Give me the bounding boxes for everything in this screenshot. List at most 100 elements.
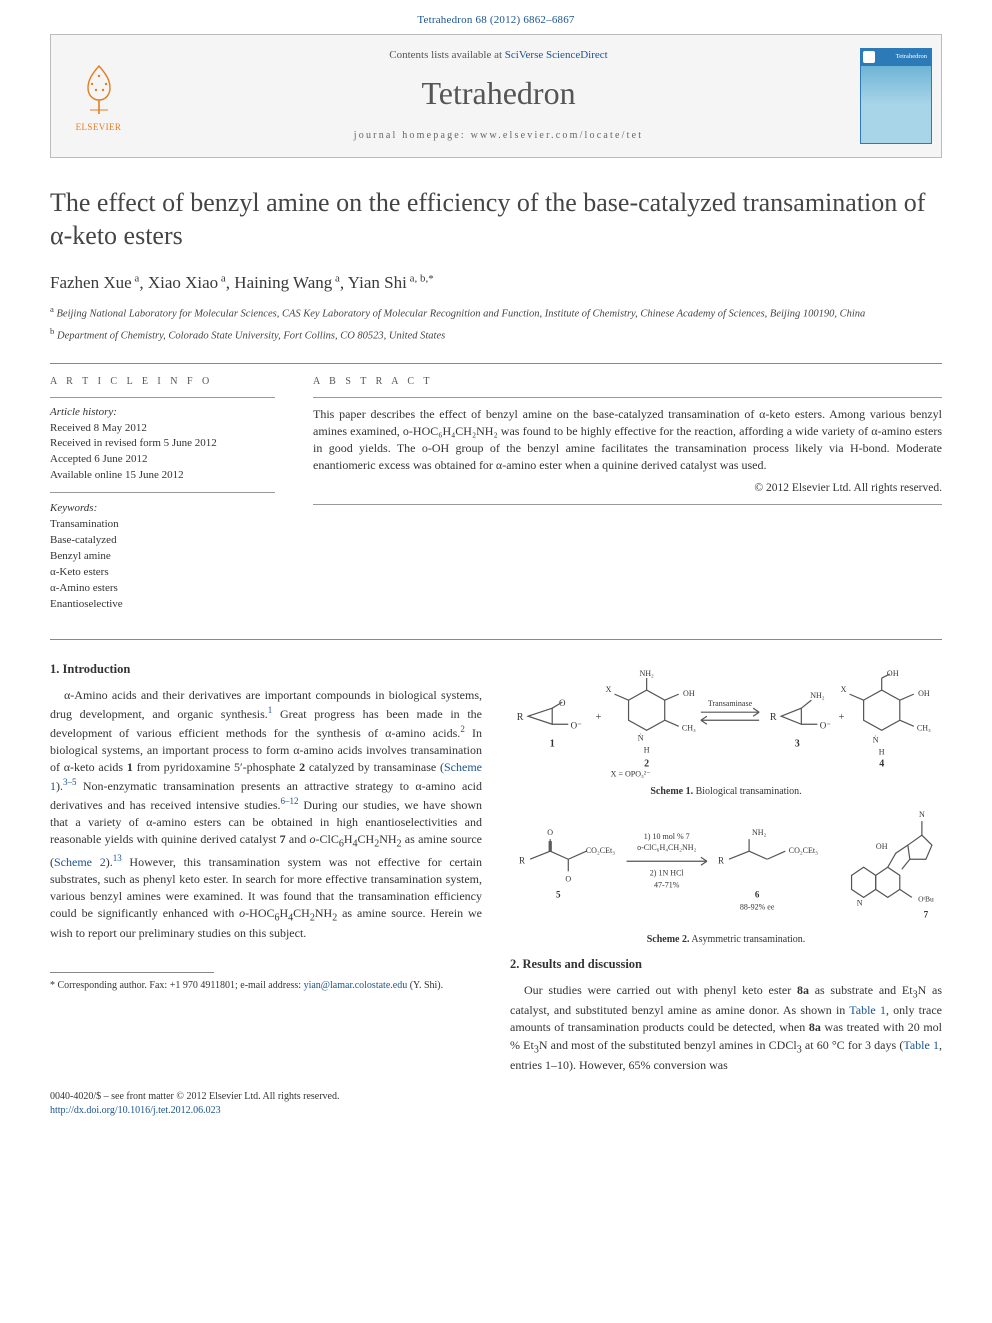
affiliation-b-text: Department of Chemistry, Colorado State … <box>57 331 445 342</box>
table-1-link[interactable]: Table 1 <box>849 1003 886 1017</box>
keywords-label: Keywords: <box>50 501 275 517</box>
keyword-3: Benzyl amine <box>50 549 275 565</box>
page-footer: 0040-4020/$ – see front matter © 2012 El… <box>50 1090 942 1118</box>
author-list: Fazhen Xue a, Xiao Xiao a, Haining Wang … <box>50 273 942 294</box>
svg-text:OᵗBu: OᵗBu <box>918 895 934 904</box>
svg-text:2: 2 <box>644 758 649 769</box>
journal-name: Tetrahedron <box>156 75 841 112</box>
svg-text:1) 10 mol % 7: 1) 10 mol % 7 <box>644 832 690 841</box>
svg-text:H: H <box>893 669 899 678</box>
svg-text:X: X <box>841 685 847 694</box>
keyword-6: Enantioselective <box>50 597 275 613</box>
svg-text:N: N <box>919 810 925 819</box>
contents-line: Contents lists available at SciVerse Sci… <box>156 49 841 61</box>
body-separator <box>50 639 942 640</box>
svg-text:CH₃: CH₃ <box>917 723 931 732</box>
journal-cover-thumbnail <box>860 48 932 144</box>
citation-line: Tetrahedron 68 (2012) 6862–6867 <box>0 0 992 34</box>
svg-text:R: R <box>718 856 725 866</box>
elsevier-tree-icon <box>70 60 128 120</box>
article-history-block: Article history: Received 8 May 2012 Rec… <box>50 405 275 613</box>
svg-text:NH₂: NH₂ <box>810 691 825 700</box>
abstract-text: This paper describes the effect of benzy… <box>313 406 942 474</box>
table-1-link-2[interactable]: Table 1 <box>903 1038 939 1052</box>
article-info-column: A R T I C L E I N F O Article history: R… <box>50 376 275 613</box>
svg-text:CO₂CEt₃: CO₂CEt₃ <box>586 847 615 856</box>
scheme-2-box: R O CO₂CEt₃ O 5 1) 10 mol % 7 o-ClC₆H₄CH… <box>510 805 942 945</box>
intro-paragraph: α-Amino acids and their derivatives are … <box>50 687 482 943</box>
info-rule <box>50 397 275 398</box>
scheme-1-caption: Scheme 1. Biological transamination. <box>510 786 942 797</box>
svg-text:O: O <box>547 828 553 837</box>
svg-text:N: N <box>857 899 863 908</box>
elsevier-logo: ELSEVIER <box>63 57 135 135</box>
journal-cover-area <box>851 35 941 157</box>
history-line-4: Available online 15 June 2012 <box>50 468 275 484</box>
svg-text:O: O <box>565 875 571 884</box>
svg-text:X: X <box>606 685 612 694</box>
svg-text:O⁻: O⁻ <box>571 720 583 730</box>
svg-text:R: R <box>517 712 524 723</box>
abstract-copyright: © 2012 Elsevier Ltd. All rights reserved… <box>313 482 942 494</box>
scheme-1-box: R O O⁻ 1 + NH₂ OH X CH₃ Ṅ H <box>510 668 942 798</box>
footer-copyright: 0040-4020/$ – see front matter © 2012 El… <box>50 1090 942 1104</box>
affiliation-b: b Department of Chemistry, Colorado Stat… <box>50 325 942 344</box>
svg-text:CH₃: CH₃ <box>682 723 696 732</box>
svg-text:R: R <box>770 712 777 723</box>
doi-link[interactable]: http://dx.doi.org/10.1016/j.tet.2012.06.… <box>50 1105 221 1116</box>
svg-text:H: H <box>644 745 650 754</box>
affiliation-a: a Beijing National Laboratory for Molecu… <box>50 303 942 322</box>
svg-text:6: 6 <box>755 890 760 900</box>
history-label: Article history: <box>50 405 275 421</box>
separator-rule <box>50 363 942 364</box>
publisher-logo-area: ELSEVIER <box>51 35 146 157</box>
journal-homepage: journal homepage: www.elsevier.com/locat… <box>156 130 841 141</box>
info-abstract-row: A R T I C L E I N F O Article history: R… <box>50 376 942 613</box>
svg-text:X = OPO₃²⁻: X = OPO₃²⁻ <box>611 769 651 778</box>
svg-text:7: 7 <box>924 910 929 920</box>
scheme-2-diagram: R O CO₂CEt₃ O 5 1) 10 mol % 7 o-ClC₆H₄CH… <box>510 805 942 926</box>
scheme-2-link[interactable]: Scheme 2 <box>54 855 106 869</box>
svg-text:88-92% ee: 88-92% ee <box>740 903 775 912</box>
corresponding-marker: * <box>428 273 434 285</box>
svg-text:5: 5 <box>556 890 561 900</box>
svg-text:Ṅ: Ṅ <box>638 733 644 742</box>
svg-text:NH₂: NH₂ <box>639 669 654 678</box>
scheme-1-caption-text: Biological transamination. <box>693 786 802 797</box>
svg-text:4: 4 <box>879 758 884 769</box>
corresponding-email-link[interactable]: yian@lamar.colostate.edu <box>304 980 408 991</box>
journal-header-center: Contents lists available at SciVerse Sci… <box>146 35 851 157</box>
svg-text:OH: OH <box>876 843 888 852</box>
left-column: 1. Introduction α-Amino acids and their … <box>50 662 482 1074</box>
svg-text:CO₂CEt₃: CO₂CEt₃ <box>789 847 818 856</box>
sciencedirect-link[interactable]: SciVerse ScienceDirect <box>505 49 608 61</box>
footnote-rule <box>50 972 214 973</box>
keyword-4: α-Keto esters <box>50 565 275 581</box>
author-4: Yian Shi a, b, <box>348 273 428 292</box>
journal-header-box: ELSEVIER Contents lists available at Sci… <box>50 34 942 158</box>
info-rule <box>50 492 275 493</box>
svg-text:47-71%: 47-71% <box>654 881 680 890</box>
scheme-1-label: Scheme 1. <box>650 786 693 797</box>
svg-text:OH: OH <box>683 689 695 698</box>
abstract-heading: A B S T R A C T <box>313 376 942 387</box>
article-info-heading: A R T I C L E I N F O <box>50 376 275 387</box>
keyword-5: α-Amino esters <box>50 581 275 597</box>
footnote-suffix: (Y. Shi). <box>407 980 443 991</box>
history-line-3: Accepted 6 June 2012 <box>50 452 275 468</box>
section-heading-intro: 1. Introduction <box>50 662 482 677</box>
article-title: The effect of benzyl amine on the effici… <box>50 186 942 253</box>
keyword-1: Transamination <box>50 517 275 533</box>
scheme-1-link[interactable]: Scheme 1 <box>50 760 482 793</box>
abstract-rule <box>313 397 942 398</box>
svg-text:o-ClC₆H₄CH₂NH₂: o-ClC₆H₄CH₂NH₂ <box>637 844 696 853</box>
svg-text:H: H <box>879 747 885 756</box>
footnote-prefix: * Corresponding author. Fax: +1 970 4911… <box>50 980 304 991</box>
section-heading-results: 2. Results and discussion <box>510 957 942 972</box>
abstract-bottom-rule <box>313 504 942 505</box>
svg-text:Transaminase: Transaminase <box>708 699 753 708</box>
results-paragraph: Our studies were carried out with phenyl… <box>510 982 942 1074</box>
scheme-2-caption-text: Asymmetric transamination. <box>689 934 805 945</box>
author-3: Haining Wang a <box>234 273 340 292</box>
svg-text:O⁻: O⁻ <box>820 720 832 730</box>
